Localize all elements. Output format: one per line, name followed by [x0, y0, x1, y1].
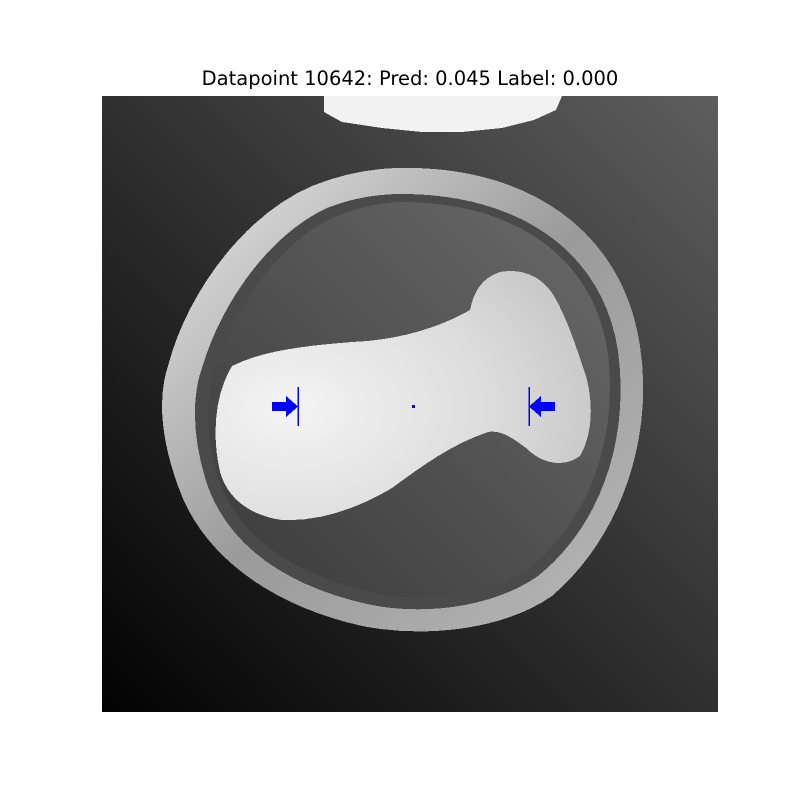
top-bright-region [324, 96, 562, 132]
bright-blob [215, 271, 591, 521]
scan-image [102, 96, 718, 712]
figure-title: Datapoint 10642: Pred: 0.045 Label: 0.00… [201, 67, 619, 90]
left-arrow-icon [528, 387, 555, 426]
right-arrow-icon [272, 387, 299, 426]
center-dot [412, 405, 415, 408]
markers [272, 387, 555, 426]
